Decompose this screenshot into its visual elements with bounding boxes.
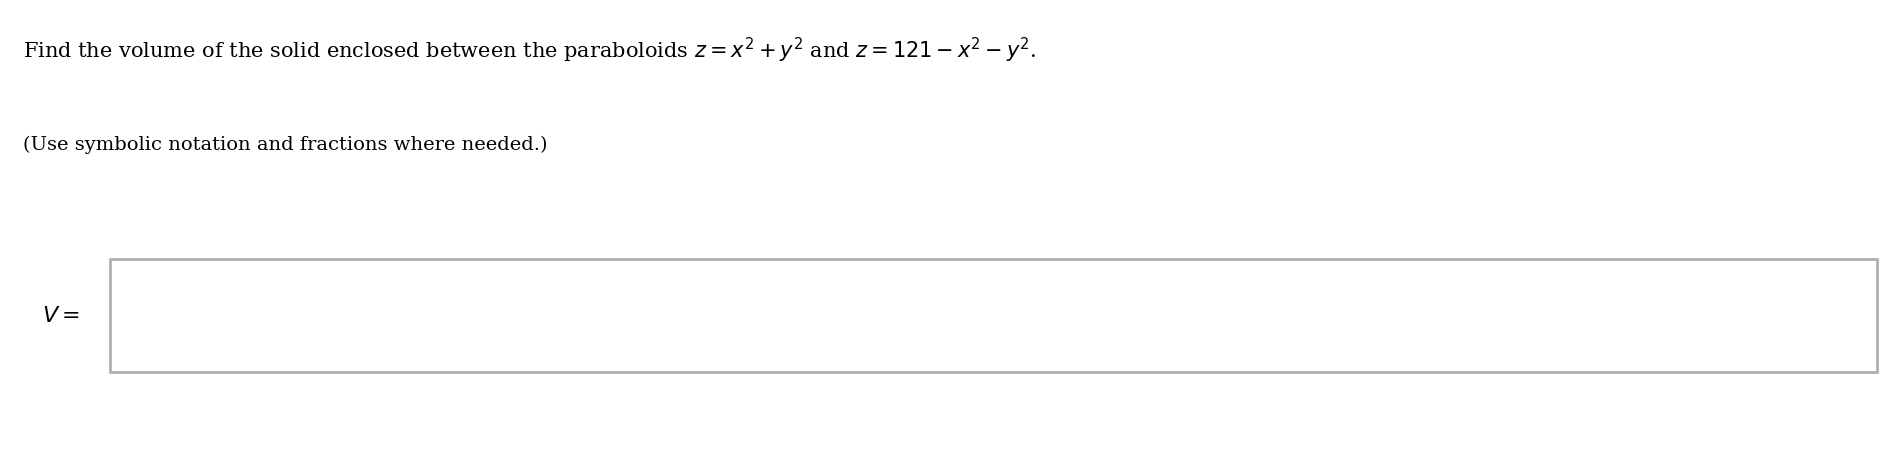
Text: $V =$: $V =$ [42,305,80,327]
Text: Find the volume of the solid enclosed between the paraboloids $z = x^{2} + y^{2}: Find the volume of the solid enclosed be… [23,36,1035,65]
FancyBboxPatch shape [110,259,1877,372]
Text: (Use symbolic notation and fractions where needed.): (Use symbolic notation and fractions whe… [23,135,548,153]
